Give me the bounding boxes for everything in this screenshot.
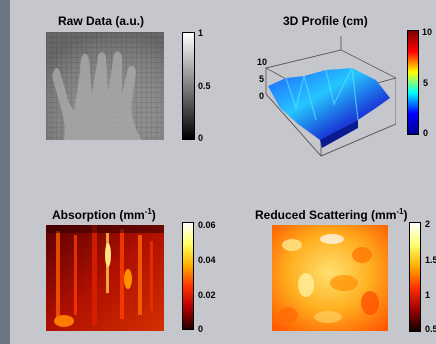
- scattering-tick-1: 1: [425, 290, 431, 300]
- profile-axis-tick-0: 0: [259, 91, 265, 101]
- scattering-tick-0-5: 0.5: [425, 324, 436, 334]
- scattering-map: [272, 225, 388, 331]
- absorption-colorbar: [182, 222, 194, 330]
- scattering-title: Reduced Scattering (mm-1): [255, 207, 408, 222]
- profile-axis-tick-10: 10: [257, 57, 268, 67]
- raw-tick-0-5: 0.5: [198, 81, 211, 91]
- absorption-title-close: ): [151, 208, 156, 222]
- profile-axis-tick-5: 5: [259, 74, 265, 84]
- scattering-title-text: Reduced Scattering (mm: [255, 208, 397, 222]
- absorption-tick-0-02: 0.02: [198, 290, 216, 300]
- scattering-tick-2: 2: [425, 219, 431, 229]
- absorption-tick-0: 0: [198, 324, 204, 334]
- scattering-tick-1-5: 1.5: [425, 255, 436, 265]
- profile-tick-5: 5: [423, 78, 429, 88]
- profile-title: 3D Profile (cm): [283, 14, 368, 28]
- absorption-tick-0-04: 0.04: [198, 255, 216, 265]
- raw-data-title: Raw Data (a.u.): [58, 14, 145, 28]
- scattering-title-exponent: -1: [396, 207, 404, 216]
- profile-3d-surface: [265, 36, 396, 157]
- absorption-tick-0-06: 0.06: [198, 220, 216, 230]
- raw-data-image: [46, 32, 164, 140]
- raw-colorbar: [182, 32, 195, 140]
- absorption-title-exponent: -1: [144, 207, 152, 216]
- profile-colorbar: [407, 30, 419, 135]
- absorption-title: Absorption (mm-1): [52, 207, 156, 222]
- profile-tick-0: 0: [423, 128, 429, 138]
- scattering-title-close: ): [403, 208, 408, 222]
- raw-tick-0: 0: [198, 133, 204, 143]
- scattering-colorbar: [409, 222, 421, 332]
- absorption-title-text: Absorption (mm: [52, 208, 145, 222]
- raw-tick-1: 1: [198, 28, 204, 38]
- profile-tick-10: 10: [422, 27, 433, 37]
- absorption-map: [46, 225, 164, 331]
